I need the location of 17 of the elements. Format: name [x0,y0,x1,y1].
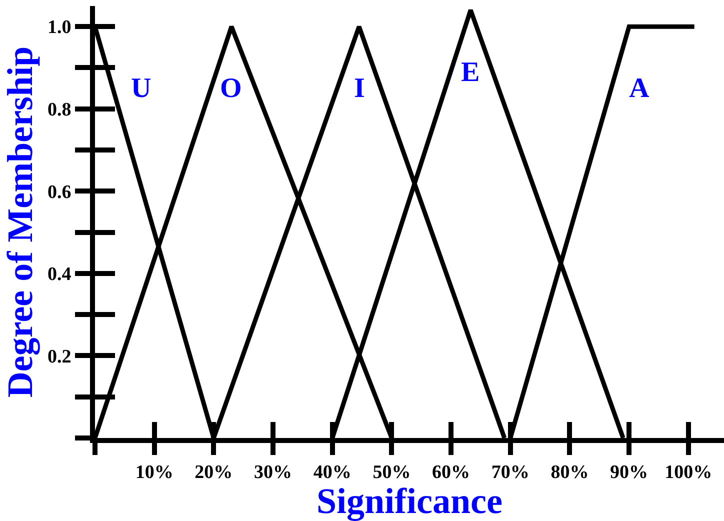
x-tick-label: 30% [254,462,292,483]
y-axis-title: Degree of Membership [0,46,40,398]
x-tick-label: 40% [313,462,352,483]
x-tick-label: 100% [664,462,712,483]
x-tick-label: 80% [550,462,589,483]
x-tick-label: 50% [372,462,411,483]
x-tick-label: 20% [194,462,233,483]
y-tick-label: 0.4 [47,264,72,286]
x-tick-label: 90% [610,462,648,483]
x-axis-title: Significance [316,481,503,521]
y-tick-label: 0.6 [47,182,72,203]
y-tick-label: 0.8 [47,100,72,121]
y-tick-label: 1.0 [47,17,72,38]
x-tick-label: 70% [491,462,530,483]
x-tick-label: 10% [135,462,174,483]
x-tick-label: 60% [432,462,470,483]
y-tick-label: 0.2 [47,346,72,368]
